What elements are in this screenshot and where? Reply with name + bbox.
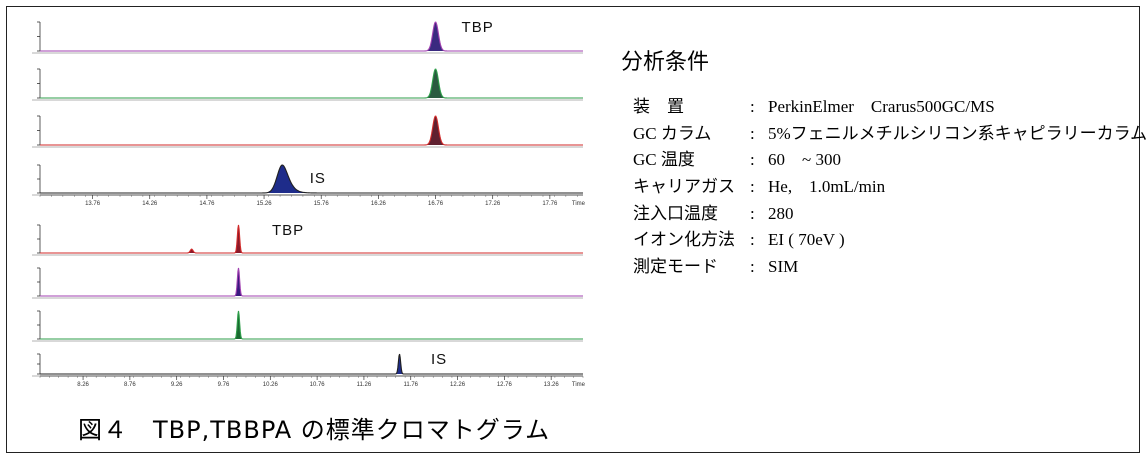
x-tick-label: 15.26 bbox=[257, 201, 273, 207]
x-tick-label: 10.26 bbox=[263, 382, 279, 388]
chromatogram-trace bbox=[32, 224, 583, 256]
x-axis-label: Time bbox=[572, 382, 586, 388]
condition-value: 280 bbox=[768, 203, 794, 223]
figure-caption: 図４ TBP,TBBPA の標準クロマトグラム bbox=[78, 416, 551, 444]
x-tick-label: 10.76 bbox=[310, 382, 326, 388]
chromatogram-trace bbox=[32, 310, 583, 342]
condition-value: 5%フェニルメチルシリコン系キャピラリーカラム bbox=[768, 123, 1146, 143]
condition-value: EI ( 70eV ) bbox=[768, 230, 845, 250]
chromatogram-trace bbox=[32, 115, 583, 148]
condition-row: イオン化方法: EI ( 70eV ) bbox=[633, 227, 1146, 254]
x-tick-label: 8.76 bbox=[124, 382, 136, 388]
condition-key: 測定モード bbox=[633, 257, 718, 277]
peak-fill bbox=[395, 354, 406, 374]
trace-line bbox=[40, 164, 583, 194]
trace-line bbox=[40, 267, 583, 297]
trace-line bbox=[40, 115, 583, 146]
condition-key: GC 温度 bbox=[633, 150, 695, 170]
condition-sep: : bbox=[750, 203, 755, 223]
peak-fill bbox=[186, 249, 199, 253]
trace-line bbox=[40, 224, 583, 254]
x-tick-label: 8.26 bbox=[77, 382, 89, 388]
x-tick-label: 13.26 bbox=[544, 382, 560, 388]
x-tick-label: 15.76 bbox=[314, 201, 330, 207]
condition-sep: : bbox=[750, 97, 755, 116]
x-axis-label: Time bbox=[572, 201, 586, 207]
condition-sep: : bbox=[750, 257, 755, 277]
chromatogram-trace bbox=[32, 353, 583, 377]
condition-row: GC 温度:60 ~ 300 bbox=[633, 147, 1146, 174]
trace-line bbox=[40, 353, 583, 375]
x-tick-label: 14.76 bbox=[199, 201, 215, 207]
x-tick-label: 14.26 bbox=[142, 201, 158, 207]
x-tick-label: 11.26 bbox=[357, 382, 372, 388]
peak-annotation: TBP bbox=[462, 19, 494, 36]
peak-annotation: IS bbox=[310, 170, 326, 187]
x-tick-label: 17.26 bbox=[485, 201, 501, 207]
condition-value: He, 1.0mL/min bbox=[768, 177, 886, 197]
chromatogram-trace bbox=[32, 267, 583, 299]
peak-fill bbox=[233, 225, 245, 253]
condition-row: 装 置: PerkinElmer Crarus500GC/MS bbox=[633, 94, 1146, 121]
condition-sep: : bbox=[750, 150, 755, 170]
condition-value: SIM bbox=[768, 257, 799, 277]
x-tick-label: 12.26 bbox=[450, 382, 466, 388]
condition-key: 装 置 bbox=[633, 97, 684, 116]
peak-fill bbox=[424, 116, 450, 145]
condition-row: キャリアガス: He, 1.0mL/min bbox=[633, 174, 1146, 201]
trace-line bbox=[40, 21, 583, 52]
x-tick-label: 16.26 bbox=[371, 201, 387, 207]
condition-row: 測定モード: SIM bbox=[633, 254, 1146, 281]
condition-sep: : bbox=[750, 123, 755, 143]
condition-key: 注入口温度 bbox=[633, 203, 718, 223]
chromatogram-trace bbox=[32, 68, 583, 101]
condition-value: 60 ~ 300 bbox=[768, 150, 841, 170]
conditions-title: 分析条件 bbox=[621, 50, 710, 75]
peak-fill bbox=[261, 165, 318, 193]
x-tick-label: 13.76 bbox=[85, 201, 101, 207]
peak-fill bbox=[424, 22, 450, 51]
peak-fill bbox=[424, 69, 450, 98]
trace-line bbox=[40, 68, 583, 99]
conditions-list: 装 置: PerkinElmer Crarus500GC/MS GC カラム:5%フ… bbox=[633, 94, 1146, 281]
figure-frame bbox=[6, 6, 1140, 453]
condition-key: イオン化方法 bbox=[633, 230, 735, 250]
condition-key: キャリアガス bbox=[633, 177, 735, 197]
x-tick-label: 16.76 bbox=[428, 201, 444, 207]
condition-sep: : bbox=[750, 177, 755, 197]
x-tick-label: 9.26 bbox=[171, 382, 183, 388]
condition-row: 注入口温度:280 bbox=[633, 201, 1146, 228]
chromatogram-trace bbox=[32, 21, 583, 54]
peak-fill bbox=[233, 268, 245, 296]
condition-value: PerkinElmer Crarus500GC/MS bbox=[768, 97, 995, 116]
peak-fill bbox=[233, 311, 245, 339]
condition-key: GC カラム bbox=[633, 123, 712, 143]
x-tick-label: 17.76 bbox=[542, 201, 558, 207]
x-tick-label: 12.76 bbox=[497, 382, 513, 388]
x-tick-label: 9.76 bbox=[218, 382, 230, 388]
peak-annotation: IS bbox=[431, 351, 447, 368]
peak-annotation: TBP bbox=[272, 222, 304, 239]
chromatogram-trace bbox=[32, 164, 583, 196]
trace-line bbox=[40, 310, 583, 340]
chromatogram-area: 13.76 14.26 14.76 15.26 15.76 16.26 16.76 17.26… bbox=[32, 19, 586, 388]
condition-sep: : bbox=[750, 230, 755, 250]
condition-row: GC カラム:5%フェニルメチルシリコン系キャピラリーカラム bbox=[633, 121, 1146, 148]
x-tick-label: 11.76 bbox=[403, 382, 418, 388]
